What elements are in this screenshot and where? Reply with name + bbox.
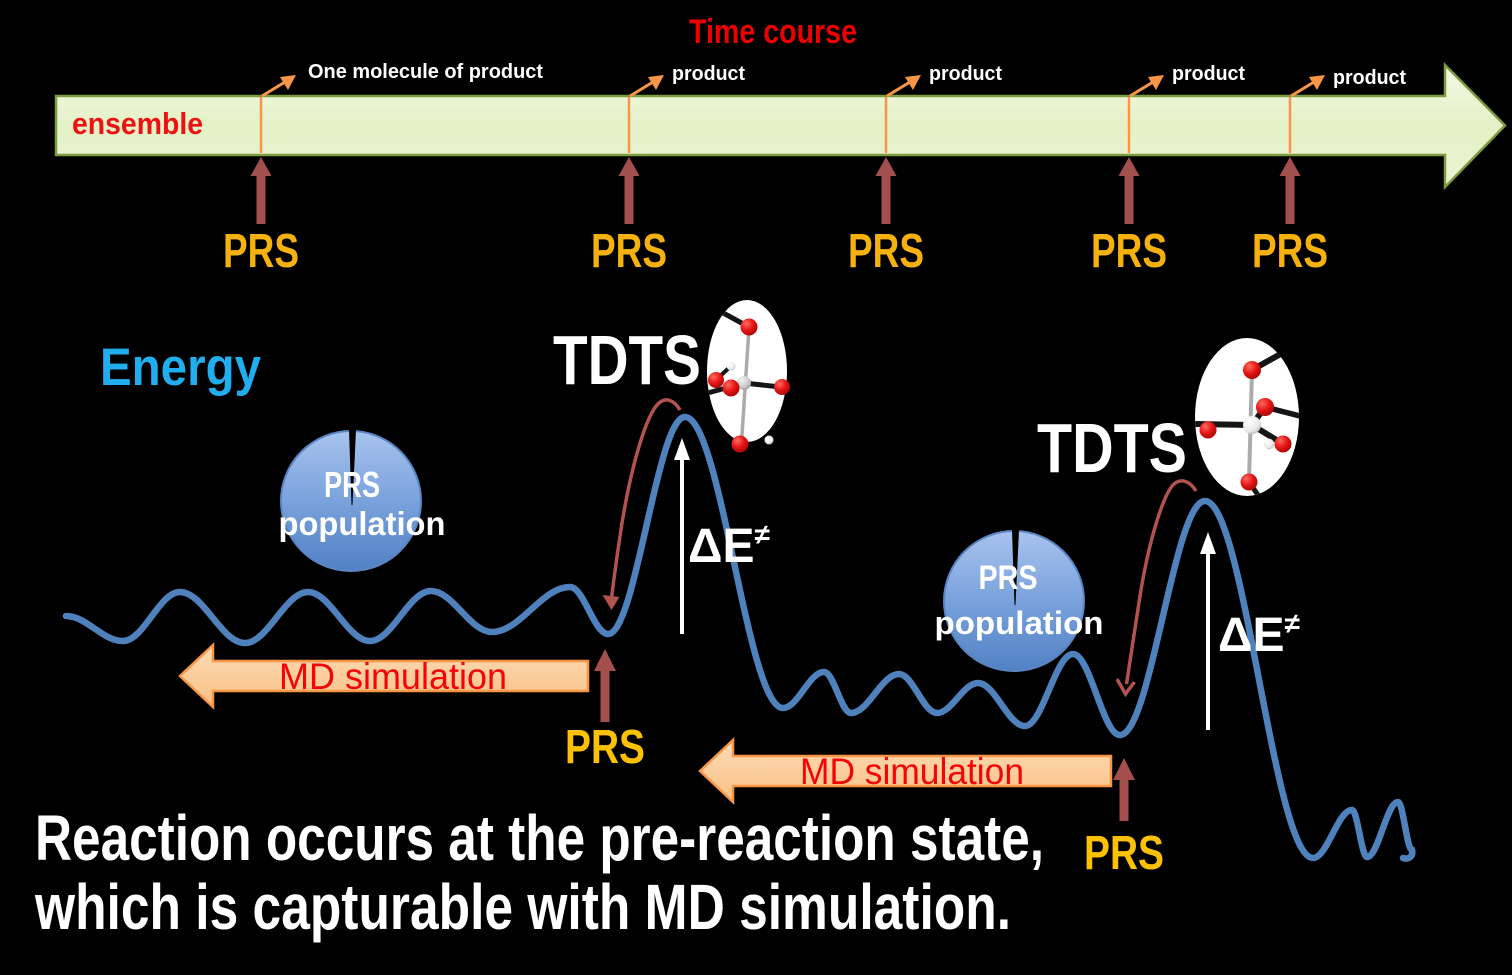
svg-text:population: population [279,505,446,542]
svg-text:product: product [672,63,745,85]
svg-text:MD simulation: MD simulation [279,656,507,697]
svg-text:ΔE≠: ΔE≠ [688,519,770,573]
svg-text:PRS: PRS [848,225,924,278]
svg-text:PRS: PRS [1084,827,1164,880]
svg-text:PRS: PRS [591,225,667,278]
svg-text:product: product [1172,63,1245,85]
svg-text:Time course: Time course [689,13,857,51]
svg-text:One molecule of product: One molecule of product [308,61,543,83]
svg-text:TDTS: TDTS [1037,409,1187,487]
svg-text:PRS: PRS [223,225,299,278]
svg-text:product: product [1333,67,1406,89]
svg-text:MD simulation: MD simulation [800,751,1024,792]
svg-text:population: population [935,605,1104,641]
svg-text:which is capturable with MD si: which is capturable with MD simulation. [34,871,1011,943]
svg-text:PRS: PRS [565,721,645,774]
svg-text:Reaction occurs at the pre-rea: Reaction occurs at the pre-reaction stat… [35,802,1044,874]
svg-text:PRS: PRS [1091,225,1167,278]
svg-text:product: product [929,63,1002,85]
svg-text:PRS: PRS [1252,225,1328,278]
svg-text:PRS: PRS [324,464,380,505]
svg-text:TDTS: TDTS [553,321,701,399]
svg-text:ensemble: ensemble [72,106,203,141]
svg-text:PRS: PRS [979,559,1038,597]
svg-text:Energy: Energy [100,338,261,397]
